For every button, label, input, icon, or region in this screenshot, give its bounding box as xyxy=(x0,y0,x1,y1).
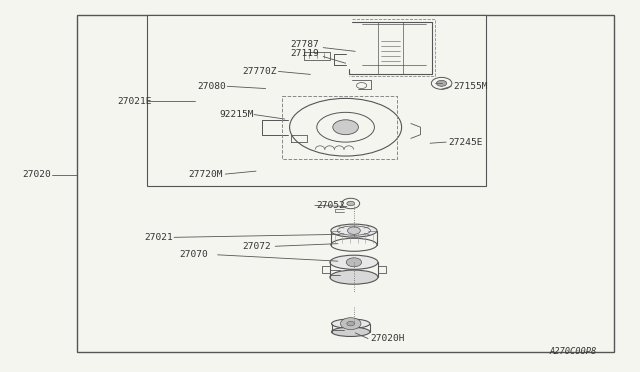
Circle shape xyxy=(348,227,360,234)
Circle shape xyxy=(333,120,358,135)
Ellipse shape xyxy=(332,327,370,336)
Text: 27720M: 27720M xyxy=(189,170,223,179)
Circle shape xyxy=(346,258,362,267)
Text: 27070: 27070 xyxy=(179,250,208,259)
Text: 27787: 27787 xyxy=(290,40,319,49)
Text: 27119: 27119 xyxy=(290,49,319,58)
Text: 92215M: 92215M xyxy=(219,110,253,119)
Ellipse shape xyxy=(330,270,378,284)
Text: 27021: 27021 xyxy=(144,233,173,242)
Ellipse shape xyxy=(317,112,374,142)
Text: 27020: 27020 xyxy=(22,170,51,179)
Circle shape xyxy=(347,321,355,326)
Text: 27020H: 27020H xyxy=(370,334,404,343)
Text: 27155M: 27155M xyxy=(453,82,488,91)
Ellipse shape xyxy=(290,98,402,156)
Ellipse shape xyxy=(332,319,370,328)
Text: A270C00P8: A270C00P8 xyxy=(549,347,596,356)
Circle shape xyxy=(436,80,447,86)
Circle shape xyxy=(431,77,452,89)
Bar xyxy=(147,15,486,186)
Ellipse shape xyxy=(330,255,378,269)
Text: 27072: 27072 xyxy=(242,242,271,251)
Text: 27021E: 27021E xyxy=(117,97,152,106)
Ellipse shape xyxy=(331,238,377,251)
Text: 27245E: 27245E xyxy=(448,138,483,147)
Circle shape xyxy=(340,318,361,330)
Ellipse shape xyxy=(331,224,377,237)
Text: 27770Z: 27770Z xyxy=(242,67,276,76)
Text: 27080: 27080 xyxy=(197,82,226,91)
Text: 27052: 27052 xyxy=(317,201,346,210)
Circle shape xyxy=(347,201,355,206)
Bar xyxy=(77,15,614,352)
Circle shape xyxy=(342,198,360,209)
